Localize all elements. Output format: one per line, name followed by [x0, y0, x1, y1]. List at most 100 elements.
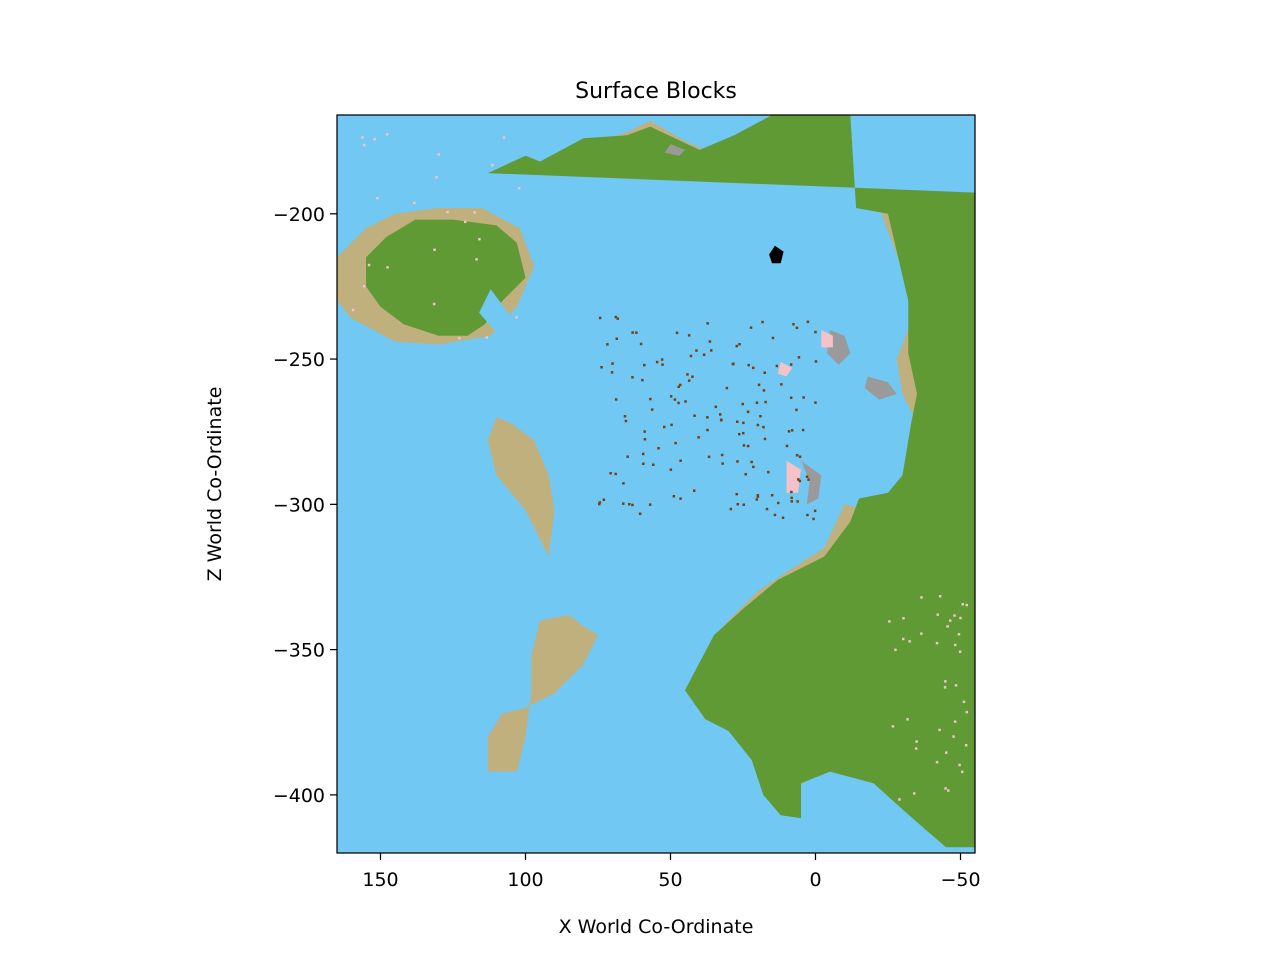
snow-speck	[435, 176, 438, 179]
wood-speck	[616, 317, 619, 320]
plot-frame	[336, 114, 976, 854]
wood-speck	[812, 517, 815, 521]
wood-speck	[679, 383, 682, 387]
snow-speck	[367, 263, 371, 267]
wood-speck	[652, 463, 655, 466]
region-stone-4	[664, 144, 685, 156]
wood-speck	[806, 320, 810, 324]
region-pond-2	[621, 411, 648, 429]
snow-speck	[938, 595, 942, 598]
wood-speck	[741, 402, 744, 406]
wood-speck	[626, 455, 629, 458]
snow-speck	[458, 337, 461, 340]
wood-speck	[807, 478, 810, 481]
wood-speck	[802, 396, 805, 399]
wood-speck	[765, 507, 769, 511]
wood-speck	[643, 438, 647, 441]
wood-speck	[735, 492, 738, 496]
wood-speck	[641, 378, 644, 382]
snow-speck	[965, 603, 968, 607]
wood-speck	[790, 496, 793, 500]
snow-speck	[432, 302, 436, 306]
region-snow-3	[777, 362, 793, 377]
wood-speck	[736, 503, 739, 506]
wood-speck	[686, 373, 689, 376]
wood-speck	[702, 353, 706, 356]
wood-speck	[642, 452, 645, 456]
wood-speck	[677, 385, 680, 388]
snow-speck	[935, 760, 939, 764]
wood-speck	[752, 366, 755, 370]
snow-speck	[914, 747, 918, 750]
wood-speck	[763, 371, 766, 374]
wood-speck	[684, 400, 687, 403]
wood-speck	[755, 401, 759, 404]
wood-speck	[679, 459, 682, 462]
wood-speck	[624, 419, 628, 423]
x-axis: 150 100 50 0 −50	[362, 853, 981, 891]
wood-speck	[747, 363, 750, 367]
wood-speck	[693, 414, 696, 417]
snow-speck	[920, 596, 923, 599]
wood-speck	[746, 410, 750, 414]
snow-speck	[898, 798, 901, 801]
wood-speck	[777, 501, 780, 505]
wood-speck	[785, 444, 789, 448]
wood-speck	[756, 495, 760, 498]
wood-speck	[720, 453, 724, 457]
snow-speck	[373, 138, 376, 141]
wood-speck	[670, 423, 673, 427]
wood-speck	[755, 498, 758, 501]
wood-speck	[643, 430, 646, 433]
snow-speck	[491, 163, 494, 167]
wood-speck	[770, 494, 774, 497]
wood-speck	[805, 475, 809, 478]
wood-speck	[735, 344, 738, 348]
snow-speck	[478, 237, 481, 241]
region-pond-1	[598, 362, 619, 389]
snow-speck	[502, 136, 506, 139]
snow-speck	[949, 619, 952, 622]
wood-speck	[635, 331, 638, 334]
region-snow-2	[786, 460, 801, 493]
snow-speck	[953, 614, 956, 617]
wood-speck	[650, 408, 654, 411]
block-regions	[337, 115, 975, 848]
wood-speck	[795, 454, 799, 457]
wood-speck	[661, 363, 664, 366]
snow-speck	[961, 603, 964, 606]
wood-speck	[773, 513, 777, 517]
wood-speck	[742, 503, 745, 506]
wood-speck	[602, 498, 606, 501]
wood-speck	[759, 415, 762, 418]
snow-speck	[936, 613, 939, 616]
wood-speck	[742, 421, 745, 425]
wood-speck	[610, 371, 614, 374]
wood-speck	[614, 398, 618, 401]
y-axis-label: Z World Co-Ordinate	[204, 387, 226, 582]
wood-speck	[797, 478, 800, 481]
wood-speck	[697, 436, 700, 439]
snow-speck	[935, 641, 939, 645]
snow-speck	[485, 336, 489, 339]
snow-speck	[958, 650, 962, 653]
wood-speck	[761, 320, 764, 324]
snow-speck	[965, 710, 969, 714]
wood-speck	[750, 460, 753, 464]
plot-area	[337, 115, 975, 853]
wood-speck	[648, 503, 652, 506]
snow-speck	[954, 643, 957, 647]
snow-speck	[464, 220, 467, 224]
snow-speck	[351, 308, 355, 312]
wood-speck	[764, 400, 767, 404]
wood-speck	[801, 428, 805, 432]
wood-speck	[752, 465, 755, 469]
y-tick-label: −300	[273, 494, 325, 516]
snow-speck	[902, 637, 905, 641]
wood-speck	[746, 444, 750, 448]
region-west-channel	[479, 289, 538, 368]
wood-speck	[598, 501, 602, 504]
x-tick-label: 100	[507, 869, 543, 891]
wood-speck	[790, 500, 793, 503]
